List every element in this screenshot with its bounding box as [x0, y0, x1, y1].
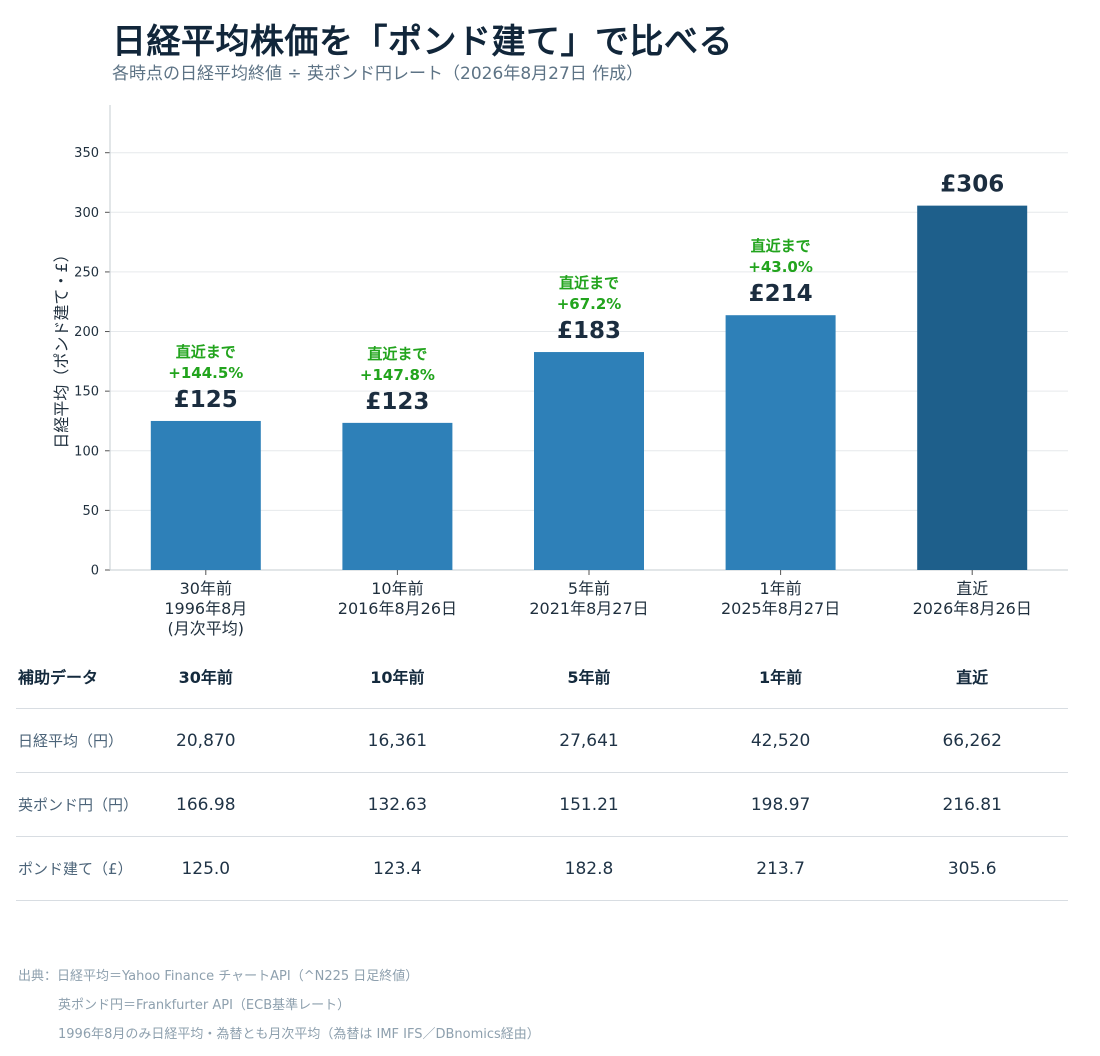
table-cell: 166.98: [176, 794, 236, 815]
value-label: £123: [365, 389, 429, 415]
table-header-cell: 直近: [956, 668, 989, 687]
x-tick-label: 10年前: [371, 579, 423, 598]
table-cell: 151.21: [559, 794, 619, 815]
table-row-label: 日経平均（円）: [18, 732, 124, 750]
y-axis-label: 日経平均（ポンド建て・£）: [52, 246, 71, 448]
table-cell: 132.63: [367, 794, 428, 815]
table-cell: 125.0: [181, 858, 231, 879]
table-header-cell: 1年前: [759, 668, 803, 687]
table-row-label: 英ポンド円（円）: [18, 796, 139, 814]
value-label: £183: [557, 318, 621, 344]
bar: [534, 352, 644, 570]
bar: [917, 205, 1028, 570]
bar: [725, 315, 836, 570]
y-tick-label: 250: [74, 265, 99, 280]
x-tick-label: 1996年8月: [164, 599, 247, 618]
value-label: £214: [749, 281, 813, 307]
y-tick-label: 50: [82, 504, 99, 519]
chart-title: 日経平均株価を「ポンド建て」で比べる: [112, 22, 733, 62]
y-tick-label: 100: [74, 444, 99, 459]
table-header-cell: 5年前: [567, 668, 611, 687]
bars: [150, 205, 1028, 570]
x-tick-label: (月次平均): [168, 619, 245, 638]
x-tick-label: 2016年8月26日: [338, 599, 457, 618]
annotation-label: +147.8%: [360, 366, 435, 384]
table-cell: 216.81: [942, 794, 1002, 815]
y-tick-label: 200: [74, 325, 99, 340]
annotation-label: 直近まで: [176, 343, 236, 361]
value-label: £125: [174, 387, 238, 413]
bar-chart: 0 50 100 150 200 250 300 350 日経平均（ポンド建て・£） 30年前19…: [52, 105, 1068, 638]
bar: [342, 422, 453, 570]
bar: [150, 420, 261, 570]
table-cell: 42,520: [750, 730, 811, 751]
table-header-row: 補助データ 30年前 10年前 5年前 1年前 直近: [16, 644, 1068, 709]
table-cell: 198.97: [750, 794, 811, 815]
x-tick-label: 5年前: [568, 579, 610, 598]
annotation-label: 直近まで: [367, 345, 427, 363]
source-line: 1996年8月のみ日経平均・為替とも月次平均（為替は IMF IFS／DBnom…: [58, 1027, 540, 1042]
value-label: £306: [940, 172, 1004, 198]
x-tick-label: 2021年8月27日: [529, 599, 648, 618]
x-tick-label: 直近: [956, 579, 988, 598]
table-cell: 123.4: [373, 858, 422, 879]
annotation-label: 直近まで: [559, 274, 619, 292]
axes: 0 50 100 150 200 250 300 350 日経平均（ポンド建て・£） 30年前19…: [52, 105, 1068, 638]
source-notes: 出典：日経平均＝Yahoo Finance チャートAPI（^N225 日足終値…: [18, 962, 540, 1049]
supplementary-data-table: 補助データ 30年前 10年前 5年前 1年前 直近 日経平均（円） 20,87…: [16, 644, 1068, 901]
y-tick-label: 350: [74, 146, 99, 161]
y-tick-label: 0: [91, 564, 99, 579]
table-cell: 66,262: [942, 730, 1002, 751]
table-header-label: 補助データ: [18, 668, 99, 687]
data-labels: £125 直近まで +144.5% £123 直近まで +147.8% £183 直近まで +6…: [168, 172, 1004, 415]
x-tick-label: 2025年8月27日: [721, 599, 840, 618]
table-header-cell: 10年前: [370, 668, 425, 687]
table-cell: 213.7: [756, 858, 805, 879]
y-tick-label: 150: [74, 385, 99, 400]
table-cell: 27,641: [559, 730, 619, 751]
x-tick-label: 30年前: [180, 579, 232, 598]
table-row-nikkei-gbp: ポンド建て（£） 125.0 123.4 182.8 213.7 305.6: [16, 837, 1068, 901]
annotation-label: +67.2%: [557, 295, 622, 313]
annotation-label: 直近まで: [751, 237, 811, 255]
y-tick-label: 300: [74, 206, 99, 221]
x-tick-label: 2026年8月26日: [913, 599, 1032, 618]
chart-subtitle: 各時点の日経平均終値 ÷ 英ポンド円レート（2026年8月27日 作成）: [112, 64, 644, 84]
table-row-label: ポンド建て（£）: [18, 860, 133, 878]
table-cell: 16,361: [367, 730, 428, 751]
table-row-nikkei-yen: 日経平均（円） 20,870 16,361 27,641 42,520 66,2…: [16, 709, 1068, 773]
table-header-cell: 30年前: [178, 668, 233, 687]
annotation-label: +43.0%: [748, 258, 813, 276]
table-cell: 182.8: [564, 858, 614, 879]
annotation-label: +144.5%: [168, 364, 243, 382]
source-line: 出典：日経平均＝Yahoo Finance チャートAPI（^N225 日足終値…: [18, 969, 419, 984]
table-cell: 305.6: [947, 858, 997, 879]
source-line: 英ポンド円＝Frankfurter API（ECB基準レート）: [58, 998, 351, 1013]
x-tick-label: 1年前: [760, 579, 802, 598]
table-cell: 20,870: [176, 730, 236, 751]
table-row-gbpjpy: 英ポンド円（円） 166.98 132.63 151.21 198.97 216…: [16, 773, 1068, 837]
